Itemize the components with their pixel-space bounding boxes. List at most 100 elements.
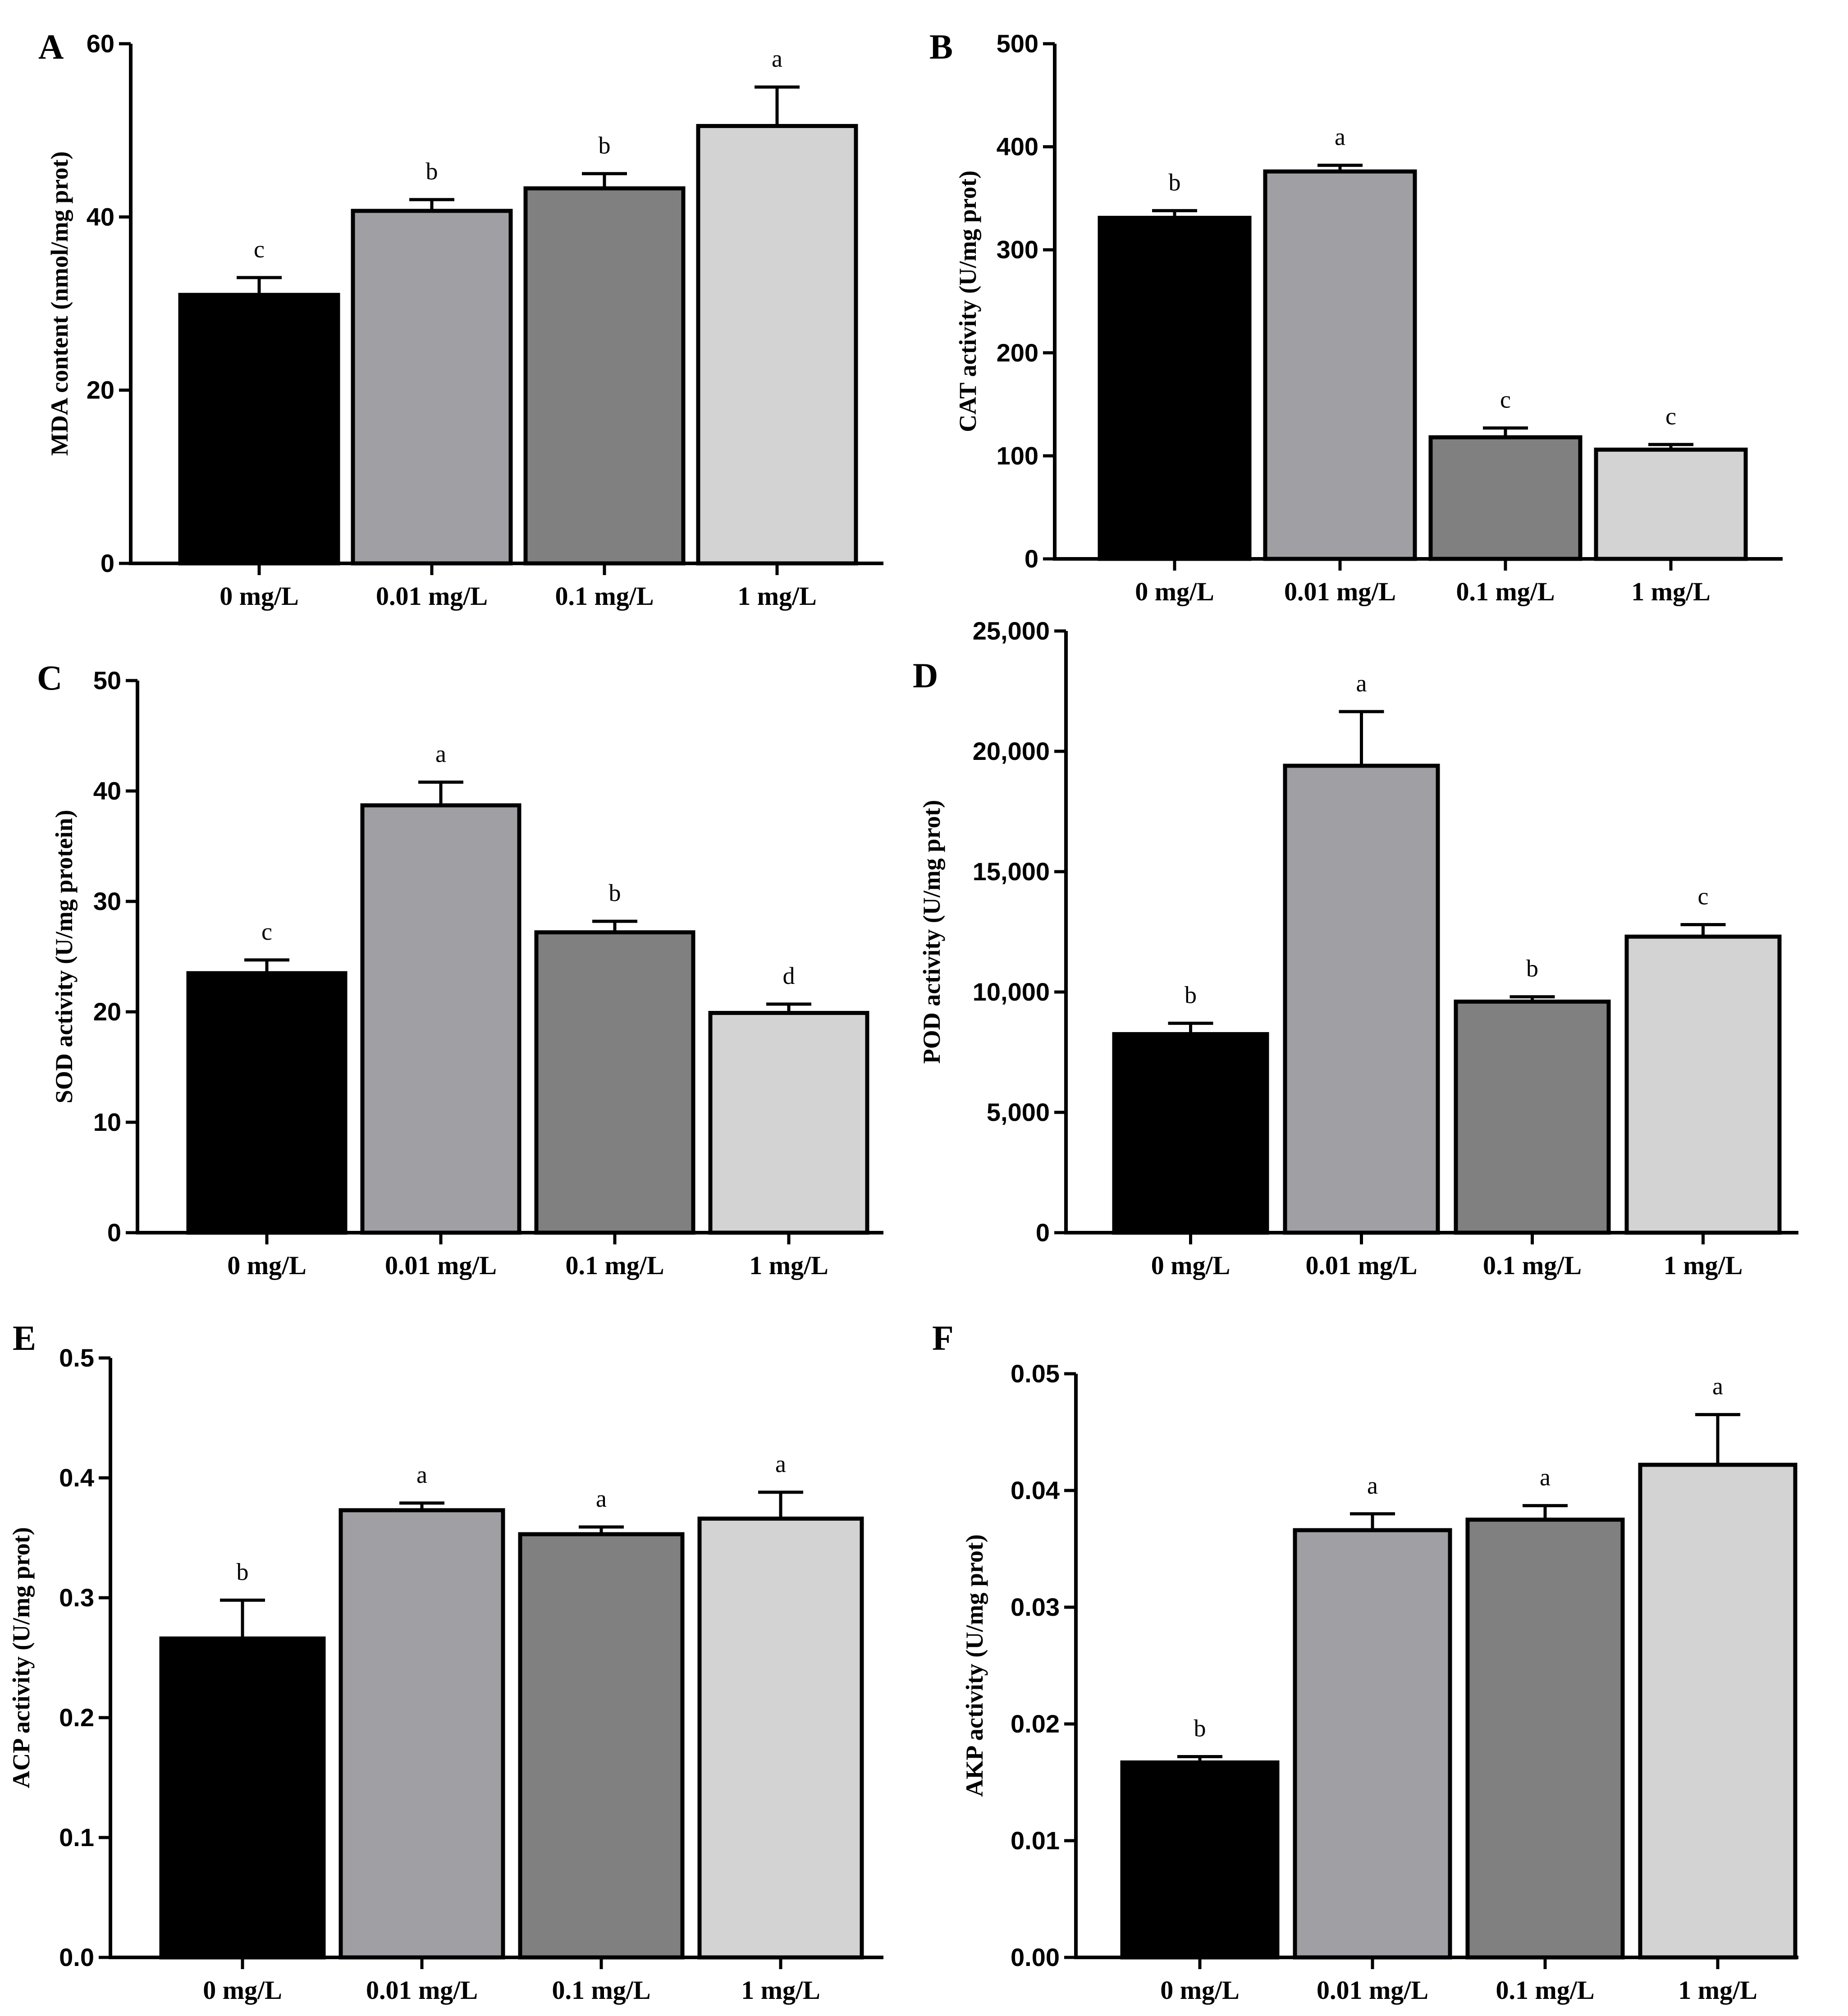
y-axis-title: ACP activity (U/mg prot) <box>8 1527 35 1788</box>
category-label: 0 mg/L <box>203 1975 282 2005</box>
panel-letter: D <box>913 656 938 695</box>
category-label: 1 mg/L <box>1678 1975 1757 2005</box>
category-label: 1 mg/L <box>1664 1251 1743 1280</box>
y-tick-label: 100 <box>997 441 1038 470</box>
category-label: 0.01 mg/L <box>1305 1251 1417 1280</box>
significance-label: a <box>435 740 446 767</box>
significance-label: b <box>609 879 621 906</box>
category-label: 1 mg/L <box>737 581 817 611</box>
significance-label: c <box>1665 402 1676 430</box>
panel-letter: A <box>38 27 64 66</box>
category-label: 0.01 mg/L <box>376 581 488 611</box>
y-tick-label: 400 <box>997 133 1038 161</box>
bar-1 <box>1098 215 1252 561</box>
category-label: 0.01 mg/L <box>1284 577 1396 606</box>
category-label: 0.1 mg/L <box>1456 577 1555 606</box>
significance-label: b <box>1194 1715 1206 1742</box>
significance-label: a <box>416 1461 427 1488</box>
bar-2 <box>1263 169 1417 561</box>
y-tick-label: 0.1 <box>59 1823 94 1851</box>
significance-label: a <box>775 1450 786 1477</box>
y-tick-label: 500 <box>997 29 1038 58</box>
panel-letter: B <box>929 27 953 66</box>
y-tick-label: 0.03 <box>1011 1593 1060 1621</box>
panel-f: Fb 0 mg/L a 0.01 mg/L a 0.1 mg/L a 1 mg/L 0.00 0.… <box>932 1318 1798 2005</box>
y-tick-label: 0.5 <box>59 1344 94 1372</box>
y-tick-label: 20 <box>93 997 121 1026</box>
y-tick-label: 20,000 <box>973 737 1050 765</box>
significance-label: a <box>1335 123 1345 151</box>
y-tick-label: 0.02 <box>1011 1710 1060 1738</box>
y-tick-label: 0.0 <box>59 1943 94 1971</box>
significance-label: a <box>596 1485 607 1512</box>
bar-1 <box>159 1636 326 1960</box>
bar-3 <box>523 186 686 566</box>
panel-e: Eb 0 mg/L a 0.01 mg/L a 0.1 mg/L a 1 mg/L 0.0 0.1… <box>8 1318 883 2005</box>
significance-label: a <box>1367 1472 1378 1499</box>
bar-4 <box>1638 1463 1798 1960</box>
y-tick-label: 0 <box>107 1218 121 1247</box>
y-axis-title: AKP activity (U/mg prot) <box>961 1534 988 1797</box>
panel-c: Cc 0 mg/L a 0.01 mg/L b 0.1 mg/L d 1 mg/L 0 10 20 3… <box>37 658 883 1280</box>
bar-2 <box>338 1508 505 1960</box>
bar-4 <box>708 1010 869 1235</box>
significance-label: a <box>1540 1464 1551 1491</box>
y-axis-title: CAT activity (U/mg prot) <box>954 170 981 432</box>
y-tick-label: 10,000 <box>973 978 1050 1006</box>
bar-2 <box>360 803 521 1235</box>
y-tick-label: 0.3 <box>59 1583 94 1612</box>
y-tick-label: 0.00 <box>1011 1943 1060 1971</box>
bar-4 <box>1594 448 1748 561</box>
bar-1 <box>178 293 340 566</box>
category-label: 0.1 mg/L <box>565 1251 664 1280</box>
y-tick-label: 60 <box>87 29 114 58</box>
significance-label: b <box>599 132 611 159</box>
y-tick-label: 40 <box>93 777 121 805</box>
significance-label: a <box>1356 670 1367 697</box>
bar-2 <box>1283 763 1440 1235</box>
category-label: 0.01 mg/L <box>366 1975 478 2005</box>
y-axis-title: POD activity (U/mg prot) <box>918 800 945 1064</box>
y-tick-label: 20 <box>87 376 114 404</box>
y-tick-label: 0.4 <box>59 1463 94 1492</box>
bar-3 <box>1428 435 1583 561</box>
y-tick-label: 300 <box>997 235 1038 264</box>
category-label: 0 mg/L <box>220 581 299 611</box>
panel-b: Bb 0 mg/L a 0.01 mg/L c 0.1 mg/L c 1 mg/L 0 100 20… <box>929 27 1783 606</box>
category-label: 0 mg/L <box>227 1251 306 1280</box>
category-label: 1 mg/L <box>1631 577 1711 606</box>
significance-label: d <box>783 962 795 989</box>
significance-label: b <box>1526 955 1538 982</box>
bar-4 <box>1624 934 1782 1235</box>
significance-label: c <box>1500 386 1511 413</box>
significance-label: a <box>1712 1373 1723 1400</box>
panel-a: Ac 0 mg/L b 0.01 mg/L b 0.1 mg/L a 1 mg/L 0 20 40 6… <box>38 27 883 611</box>
panel-letter: E <box>13 1318 36 1358</box>
y-tick-label: 0.2 <box>59 1703 94 1732</box>
category-label: 0.1 mg/L <box>1483 1251 1582 1280</box>
y-tick-label: 0 <box>1036 1218 1050 1247</box>
y-tick-label: 0 <box>1025 544 1038 573</box>
bar-4 <box>697 1516 864 1960</box>
bar-3 <box>518 1532 685 1960</box>
y-tick-label: 25,000 <box>973 617 1050 645</box>
y-tick-label: 40 <box>87 202 114 231</box>
panel-letter: F <box>932 1318 954 1358</box>
category-label: 0.1 mg/L <box>555 581 654 611</box>
category-label: 0 mg/L <box>1135 577 1214 606</box>
category-label: 0.01 mg/L <box>1317 1975 1428 2005</box>
bar-1 <box>1112 1032 1269 1235</box>
significance-label: b <box>1169 169 1181 196</box>
y-tick-label: 15,000 <box>973 857 1050 886</box>
category-label: 0.01 mg/L <box>385 1251 497 1280</box>
category-label: 0.1 mg/L <box>1496 1975 1594 2005</box>
panel-letter: C <box>37 658 62 697</box>
y-tick-label: 0.05 <box>1011 1359 1060 1388</box>
bar-3 <box>534 930 695 1235</box>
y-axis-title: SOD activity (U/mg protein) <box>50 810 78 1103</box>
y-tick-label: 0 <box>101 549 114 577</box>
category-label: 0 mg/L <box>1160 1975 1240 2005</box>
bar-1 <box>1120 1760 1280 1960</box>
bar-2 <box>1293 1528 1452 1960</box>
